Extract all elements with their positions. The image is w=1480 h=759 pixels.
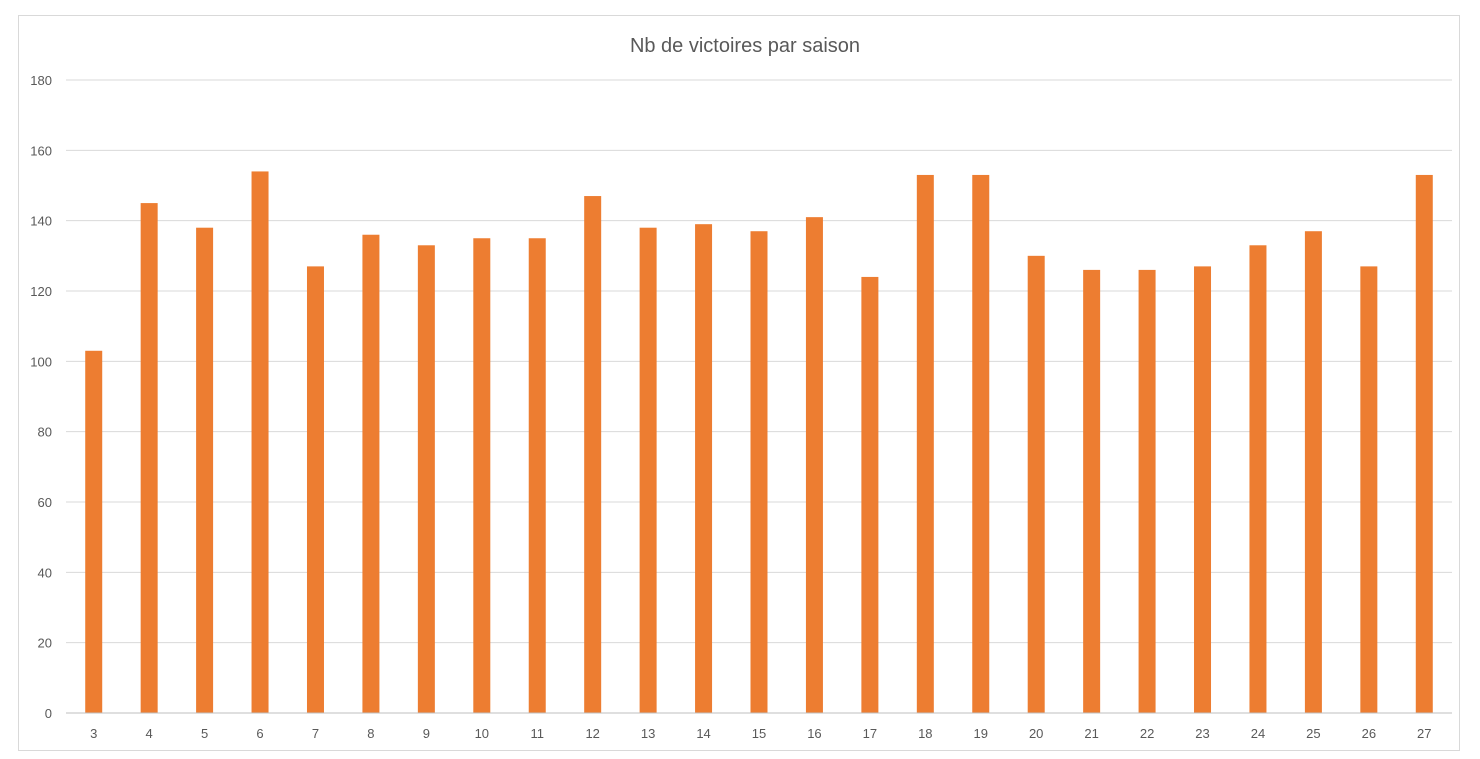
bar-15 [750, 231, 768, 713]
y-tick-label: 20 [38, 636, 52, 651]
x-tick-label: 20 [1029, 726, 1043, 741]
y-tick-label: 40 [38, 565, 52, 580]
bar-14 [695, 224, 713, 713]
bar-17 [861, 276, 879, 713]
x-tick-label: 18 [918, 726, 932, 741]
y-tick-label: 180 [30, 73, 52, 88]
chart-title: Nb de victoires par saison [630, 35, 860, 57]
x-tick-label: 7 [312, 726, 319, 741]
x-tick-label: 13 [641, 726, 655, 741]
x-tick-label: 26 [1362, 726, 1376, 741]
x-tick-label: 10 [475, 726, 489, 741]
bar-24 [1249, 245, 1267, 714]
bar-16 [805, 217, 823, 713]
x-tick-label: 15 [752, 726, 766, 741]
bar-10 [473, 238, 491, 713]
x-tick-label: 24 [1251, 726, 1265, 741]
bar-3 [85, 350, 103, 713]
bar-11 [528, 238, 546, 713]
bar-7 [306, 266, 324, 713]
x-tick-label: 12 [585, 726, 599, 741]
y-tick-label: 0 [45, 706, 52, 721]
x-tick-label: 11 [530, 726, 544, 741]
bar-27 [1415, 174, 1433, 713]
y-tick-label: 100 [30, 354, 52, 369]
y-tick-label: 120 [30, 284, 52, 299]
x-tick-label: 22 [1140, 726, 1154, 741]
x-tick-label: 5 [201, 726, 208, 741]
bar-12 [584, 196, 602, 714]
x-tick-label: 21 [1084, 726, 1098, 741]
x-tick-label: 9 [423, 726, 430, 741]
x-tick-label: 23 [1195, 726, 1209, 741]
x-tick-label: 4 [146, 726, 153, 741]
x-tick-label: 25 [1306, 726, 1320, 741]
bars [85, 171, 1433, 714]
x-tick-label: 17 [863, 726, 877, 741]
bar-9 [417, 245, 435, 714]
x-tick-label: 27 [1417, 726, 1431, 741]
bar-22 [1138, 269, 1156, 713]
x-tick-label: 6 [256, 726, 263, 741]
bar-21 [1083, 269, 1101, 713]
x-axis-ticks: 3 4 5 6 7 8 9 10 11 12 13 14 15 16 17 18 19 20 21 22 23 24 25 2… [90, 726, 1431, 741]
x-tick-label: 16 [807, 726, 821, 741]
x-tick-label: 19 [974, 726, 988, 741]
y-tick-label: 160 [30, 143, 52, 158]
y-tick-label: 140 [30, 214, 52, 229]
bar-13 [639, 227, 657, 713]
bar-23 [1194, 266, 1212, 713]
y-tick-label: 80 [38, 425, 52, 440]
y-tick-label: 60 [38, 495, 52, 510]
x-tick-label: 14 [696, 726, 710, 741]
bar-4 [140, 203, 158, 714]
y-axis-ticks: 0 20 40 60 80 100 120 140 160 180 [30, 73, 52, 721]
bar-25 [1304, 231, 1322, 713]
bar-18 [916, 174, 934, 713]
bar-8 [362, 234, 380, 713]
x-tick-label: 3 [90, 726, 97, 741]
bar-20 [1027, 255, 1045, 714]
bar-19 [972, 174, 990, 713]
bar-26 [1360, 266, 1378, 713]
bar-5 [196, 227, 214, 713]
bar-6 [251, 171, 269, 713]
x-tick-label: 8 [367, 726, 374, 741]
